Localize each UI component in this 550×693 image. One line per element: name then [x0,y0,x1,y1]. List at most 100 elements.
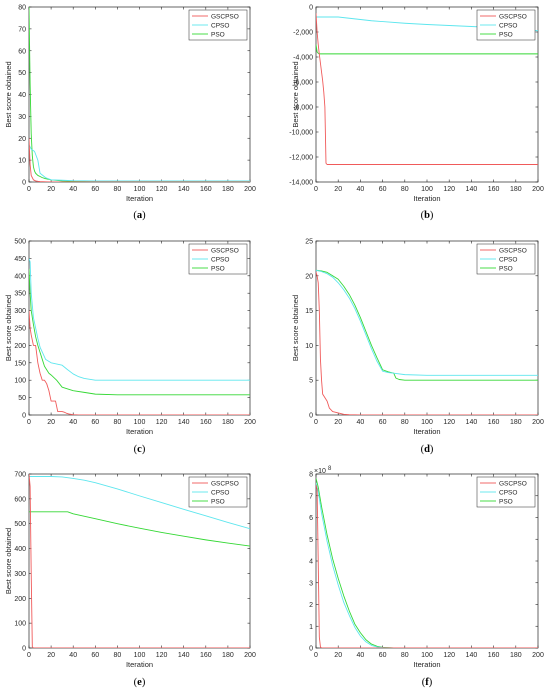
x-tick-label: 180 [510,419,522,426]
x-tick-label: 180 [510,186,522,193]
y-tick-label: 150 [14,360,26,367]
x-tick-label: 140 [466,419,478,426]
x-tick-label: 20 [47,419,55,426]
x-axis-label: Iteration [413,660,440,669]
caption-part: b [424,210,430,221]
x-tick-label: 0 [314,186,318,193]
series-line-pso [316,269,538,381]
x-tick-label: 40 [357,419,365,426]
y-tick-label: 350 [14,291,26,298]
caption-part: ( [134,677,138,688]
caption-part: ( [134,444,138,455]
y-tick-label: 25 [305,239,313,246]
caption-part: ( [422,677,426,688]
x-tick-label: 200 [244,419,256,426]
y-tick-label: 15 [305,308,313,315]
legend: GSCPSO CPSO PSO [476,476,536,508]
x-tick-label: 100 [421,652,433,659]
panel-caption: (b) [421,210,434,221]
x-axis-label: Iteration [126,194,153,203]
caption-part: c [137,444,142,455]
x-tick-label: 180 [222,186,234,193]
legend-label-gscpso: GSCPSO [211,13,239,20]
x-axis-label: Iteration [126,427,153,436]
caption-part: ( [421,444,425,455]
y-tick-label: 2 [309,602,313,609]
series-line-cpso [29,476,250,530]
x-tick-label: 140 [178,186,190,193]
x-tick-label: 60 [91,419,99,426]
y-tick-label: 10 [305,343,313,350]
y-tick-label: 70 [18,26,26,33]
panel-caption: (e) [134,677,146,688]
series-line-gscpso [29,310,250,415]
y-tick-label: 10 [18,158,26,165]
legend-label-cpso: CPSO [211,256,229,263]
y-tick-label: 400 [14,273,26,280]
y-tick-label: 3 [309,580,313,587]
y-axis-label: Best score obtained [291,295,300,361]
series-line-cpso [316,269,538,376]
y-tick-label: 700 [14,472,26,479]
caption-part: ) [142,444,146,455]
y-tick-label: 1 [309,624,313,631]
legend: GSCPSO CPSO PSO [188,9,248,41]
series-line-gscpso [316,272,538,415]
x-tick-label: 120 [156,186,168,193]
y-tick-label: 20 [18,136,26,143]
caption-part: ) [430,210,434,221]
x-tick-label: 200 [532,652,544,659]
caption-part: ) [429,677,433,688]
series-line-gscpso [316,13,538,165]
y-tick-label: 0 [309,646,313,653]
y-tick-label: -2,000 [293,30,313,37]
x-axis-label: Iteration [413,427,440,436]
x-tick-label: 40 [69,419,77,426]
y-tick-label: 5 [309,537,313,544]
x-tick-label: 60 [91,652,99,659]
x-tick-label: 20 [334,186,342,193]
y-tick-label: 8 [309,472,313,479]
x-tick-label: 40 [69,186,77,193]
legend: GSCPSO CPSO PSO [188,243,248,275]
chart-panel-c: 0 20 40 60 80 100 120 140 160 180 200 0 50 100 150 200 2… [4,239,256,456]
legend: GSCPSO CPSO PSO [188,476,248,508]
x-tick-label: 80 [114,652,122,659]
y-tick-label: -8,000 [293,105,313,112]
y-tick-label: 450 [14,256,26,263]
y-tick-label: 500 [14,521,26,528]
y-tick-label: 200 [14,596,26,603]
y-tick-label: 80 [18,5,26,12]
y-axis-label: Best score obtained [4,528,13,594]
x-tick-label: 120 [443,419,455,426]
x-tick-label: 180 [222,652,234,659]
x-tick-label: 100 [134,186,146,193]
legend-box [476,9,536,41]
series-group [29,258,250,415]
y-tick-label: -4,000 [293,55,313,62]
caption-part: d [424,444,430,455]
y-tick-label: 50 [18,395,26,402]
x-tick-label: 20 [334,419,342,426]
y-tick-label: 30 [18,114,26,121]
y-axis-label: Best score obtained [4,61,13,127]
x-tick-label: 200 [244,186,256,193]
caption-part: ) [142,210,146,221]
x-tick-label: 200 [532,419,544,426]
legend-label-pso: PSO [499,498,513,505]
y-tick-label: 600 [14,496,26,503]
y-tick-label: 4 [309,559,313,566]
series-group [316,478,538,648]
series-line-cpso [316,482,538,648]
x-tick-label: 140 [466,652,478,659]
y-tick-label: 60 [18,48,26,55]
y-tick-label: 250 [14,326,26,333]
legend-label-gscpso: GSCPSO [499,13,527,20]
series-line-gscpso [29,138,250,182]
legend-label-cpso: CPSO [211,22,229,29]
x-tick-label: 120 [156,419,168,426]
x-tick-label: 80 [114,186,122,193]
x-tick-label: 20 [334,652,342,659]
x-axis-label: Iteration [126,660,153,669]
y-tick-label: 40 [18,92,26,99]
